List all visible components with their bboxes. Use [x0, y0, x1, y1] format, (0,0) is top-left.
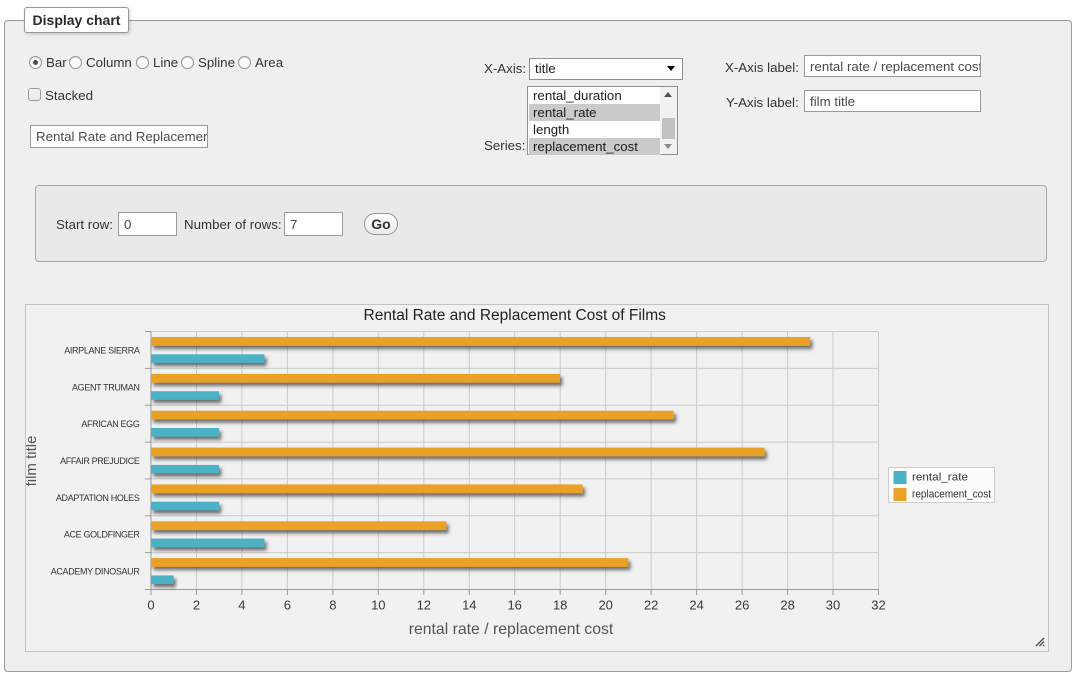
svg-text:AIRPLANE SIERRA: AIRPLANE SIERRA [64, 345, 140, 355]
svg-text:ADAPTATION HOLES: ADAPTATION HOLES [56, 493, 140, 503]
svg-text:film title: film title [26, 436, 40, 487]
svg-text:26: 26 [735, 598, 749, 613]
svg-text:6: 6 [284, 598, 291, 613]
svg-text:12: 12 [417, 598, 431, 613]
svg-text:rental rate / replacement cost: rental rate / replacement cost [409, 621, 614, 638]
svg-text:ACADEMY DINOSAUR: ACADEMY DINOSAUR [51, 567, 141, 577]
svg-text:18: 18 [553, 598, 567, 613]
svg-text:replacement_cost: replacement_cost [912, 489, 991, 501]
svg-text:28: 28 [780, 598, 794, 613]
svg-text:32: 32 [871, 598, 885, 613]
svg-text:ACE GOLDFINGER: ACE GOLDFINGER [64, 530, 140, 540]
svg-text:AFFAIR PREJUDICE: AFFAIR PREJUDICE [60, 456, 140, 466]
svg-text:Rental Rate and Replacement Co: Rental Rate and Replacement Cost of Film… [364, 307, 667, 324]
svg-text:2: 2 [193, 598, 200, 613]
svg-text:10: 10 [371, 598, 385, 613]
svg-text:20: 20 [598, 598, 612, 613]
svg-text:14: 14 [462, 598, 476, 613]
svg-text:30: 30 [826, 598, 840, 613]
svg-text:4: 4 [238, 598, 245, 613]
svg-text:AGENT TRUMAN: AGENT TRUMAN [72, 382, 139, 392]
svg-text:22: 22 [644, 598, 658, 613]
svg-text:8: 8 [329, 598, 336, 613]
svg-text:24: 24 [689, 598, 703, 613]
svg-text:AFRICAN EGG: AFRICAN EGG [81, 419, 140, 429]
svg-text:rental_rate: rental_rate [912, 472, 968, 484]
svg-text:16: 16 [507, 598, 521, 613]
svg-text:0: 0 [147, 598, 154, 613]
